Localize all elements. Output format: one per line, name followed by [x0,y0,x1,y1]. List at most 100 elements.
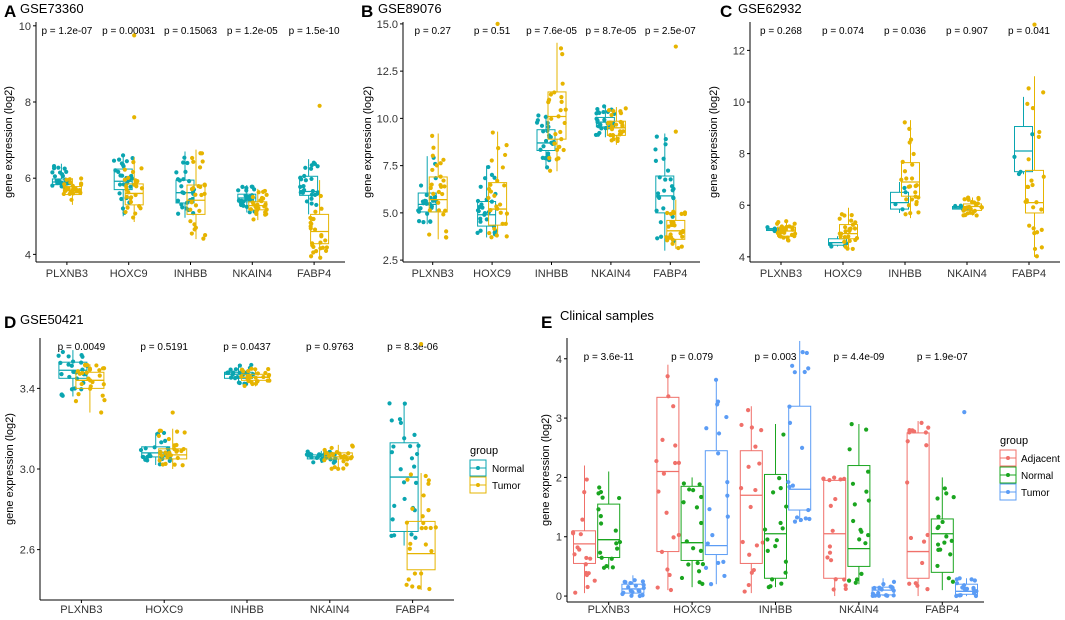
data-point [846,578,852,583]
data-point [116,157,122,162]
data-point [958,593,963,598]
data-point [534,120,540,125]
data-point [1039,227,1044,233]
x-tick-label: FABP4 [925,604,959,616]
data-point [700,581,705,586]
data-point [904,176,909,181]
data-point [301,184,306,189]
data-point [661,206,666,211]
box-normal-hoxc9 [111,153,135,217]
data-point [420,514,425,519]
data-point [716,431,722,436]
data-point [237,370,242,375]
data-point [891,593,896,598]
data-point [606,121,611,126]
data-point [595,106,600,112]
data-point [302,173,307,179]
data-point [663,142,668,147]
y-tick-label: 10 [19,21,31,33]
data-point [829,244,834,249]
data-point [541,129,546,134]
data-point [661,471,667,476]
data-point [601,565,607,570]
data-point [828,558,834,563]
data-point [423,525,428,531]
data-point [263,370,268,376]
panel-letter-e: E [541,313,552,332]
data-point [842,213,847,218]
data-point [479,202,484,207]
data-point [163,461,168,466]
data-point [786,479,791,485]
data-point [560,51,565,57]
box-tumor-inhbb [239,366,272,389]
data-point [324,245,329,250]
data-point [765,548,770,553]
data-point [262,188,268,194]
data-point [570,531,576,536]
p-value-label: p = 0.003 [755,352,797,363]
data-point [198,151,203,156]
box-normal-fabp4 [387,401,421,546]
data-point [666,224,671,229]
data-point [66,354,71,359]
data-point [1032,246,1038,252]
data-point [255,379,260,384]
data-point [681,481,686,486]
box-tumor-nkain4 [961,195,984,218]
data-point [704,426,709,431]
data-point [598,122,603,127]
p-value-label: p = 2.5e-07 [645,26,696,37]
box-tumor-hoxc9 [486,130,510,240]
data-point [401,480,407,485]
data-point [308,254,314,259]
data-point [908,210,913,216]
x-tick-label: PLXNB3 [760,268,802,280]
data-point [944,534,949,539]
data-point [175,455,180,461]
data-point [979,205,984,210]
box-tumor-hoxc9 [122,157,145,222]
data-point [784,224,789,230]
data-point [618,131,624,136]
box-tumor-plxnb3 [427,133,449,240]
x-tick-label: FABP4 [395,604,429,616]
data-point [879,587,884,592]
data-point [705,541,710,546]
data-point [1025,184,1030,189]
data-point [251,217,256,222]
data-point [658,220,663,225]
data-point [659,549,665,554]
data-point [902,169,908,174]
data-point [909,197,915,202]
data-point [64,177,69,182]
data-point [250,194,255,200]
outlier-point [132,115,137,120]
data-point [653,158,658,164]
data-point [245,195,250,200]
data-point [670,241,675,246]
data-point [914,202,919,207]
data-point [188,207,193,212]
data-point [800,350,805,355]
data-point [228,375,234,380]
data-point [430,167,435,173]
data-point [843,244,848,249]
data-point [1041,90,1046,95]
p-value-label: p = 0.074 [822,26,864,37]
data-point [907,581,912,586]
data-point [925,532,930,538]
legend-key-dot [1006,490,1010,494]
panel-letter-b: B [361,2,373,21]
data-point [1012,154,1017,159]
data-point [421,520,426,526]
data-point [131,215,136,220]
data-point [902,120,907,125]
legend-key-dot [476,483,480,487]
data-point [682,211,687,217]
data-point [968,206,973,212]
outlier-point [495,21,500,26]
data-point [699,520,704,526]
data-point [326,453,332,459]
data-point [1026,157,1031,162]
